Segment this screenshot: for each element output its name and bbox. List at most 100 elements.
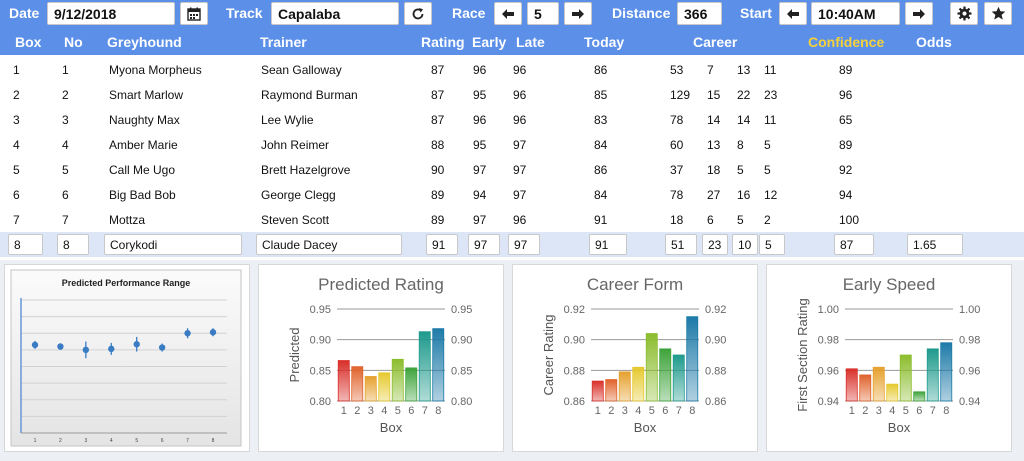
early-cell: 97 (473, 213, 487, 227)
col-early[interactable]: Early (472, 34, 507, 50)
rating-cell: 87 (431, 113, 445, 127)
career-thirds-cell: 11 (764, 63, 777, 77)
today-cell: 85 (594, 88, 608, 102)
x-tick-label: 5 (903, 405, 909, 417)
table-row[interactable]: 8 8 Corykodi Claude Dacey 91 97 97 91 51 23 10 5 87 1… (0, 232, 1024, 257)
settings-button[interactable] (950, 2, 978, 25)
x-tick-label: 3 (84, 438, 87, 444)
x-tick-label: 7 (186, 438, 189, 444)
today-cell: 91 (594, 213, 608, 227)
bar (405, 367, 418, 402)
today-cell[interactable]: 91 (589, 234, 627, 255)
no-cell: 5 (62, 163, 69, 177)
early-cell: 94 (473, 188, 487, 202)
x-tick-label: 6 (916, 405, 922, 417)
bar (899, 354, 912, 402)
col-greyhound[interactable]: Greyhound (107, 34, 182, 50)
data-point (57, 343, 64, 350)
col-box[interactable]: Box (15, 34, 42, 50)
trainer-cell[interactable]: Claude Dacey (256, 234, 402, 255)
bar (364, 376, 377, 402)
table-row[interactable]: 7 7 Mottza Steven Scott 89 97 96 91 18 6 5 2 100 (0, 207, 1024, 232)
start-next-button[interactable] (905, 2, 933, 25)
favorite-button[interactable] (984, 2, 1012, 25)
col-late[interactable]: Late (516, 34, 545, 50)
career-wins-cell: 18 (707, 163, 721, 177)
x-tick-label: 8 (689, 405, 695, 417)
bar (686, 316, 699, 402)
career-seconds-cell[interactable]: 10 (732, 234, 758, 255)
y-tick-label-left: 1.00 (818, 304, 839, 316)
table-row[interactable]: 3 3 Naughty Max Lee Wylie 87 96 96 83 78 14 14 11 65 (0, 107, 1024, 132)
x-tick-label: 6 (408, 405, 414, 417)
bar (337, 360, 350, 402)
data-point (31, 341, 39, 349)
bar (872, 366, 885, 402)
race-field[interactable]: 5 (527, 2, 559, 25)
confidence-cell: 94 (839, 188, 853, 202)
date-field[interactable]: 9/12/2018 (47, 2, 175, 25)
confidence-cell[interactable]: 87 (834, 234, 874, 255)
x-tick-label: 5 (649, 405, 655, 417)
career-thirds-cell: 12 (764, 188, 778, 202)
early-cell[interactable]: 97 (468, 234, 500, 255)
col-odds[interactable]: Odds (916, 34, 952, 50)
table-row[interactable]: 2 2 Smart Marlow Raymond Burman 87 95 96 85 129 1… (0, 82, 1024, 107)
no-cell[interactable]: 8 (57, 234, 89, 255)
y-tick-label-right: 0.85 (451, 365, 472, 377)
col-career[interactable]: Career (693, 34, 738, 50)
refresh-button[interactable] (404, 2, 432, 25)
early-speed-panel: Early Speed 0.94 0.94 0.96 0.96 0.98 0.98 1.00 1… (766, 264, 1012, 452)
table-row[interactable]: 4 4 Amber Marie John Reimer 88 95 97 84 60 13 8 5 89 (0, 132, 1024, 157)
start-time-field[interactable]: 10:40AM (811, 2, 900, 25)
rating-cell[interactable]: 91 (426, 234, 458, 255)
x-tick-label: 3 (368, 405, 374, 417)
race-label: Race (452, 5, 486, 21)
bar (632, 366, 645, 402)
distance-label: Distance (612, 5, 671, 21)
bar (672, 354, 685, 402)
career-wins-cell: 6 (707, 213, 714, 227)
performance-range-chart: Predicted Performance Range 1 2 3 4 5 6 7 8 (10, 269, 242, 447)
y-tick-label-right: 0.90 (705, 335, 726, 347)
career-starts-cell[interactable]: 51 (665, 234, 697, 255)
x-tick-label: 3 (622, 405, 628, 417)
y-axis-label: Career Rating (541, 315, 556, 396)
predicted-rating-chart: Predicted Rating 0.80 0.80 0.85 0.85 0.90 0.90… (287, 275, 472, 435)
career-starts-cell: 18 (670, 213, 684, 227)
table-row[interactable]: 5 5 Call Me Ugo Brett Hazelgrove 90 97 97 86 37 1… (0, 157, 1024, 182)
track-field[interactable]: Capalaba (271, 2, 399, 25)
col-trainer[interactable]: Trainer (260, 34, 307, 50)
odds-cell[interactable]: 1.65 (907, 234, 963, 255)
career-thirds-cell[interactable]: 5 (759, 234, 785, 255)
box-cell[interactable]: 8 (8, 234, 43, 255)
arrow-right-icon (572, 8, 584, 19)
greyhound-cell[interactable]: Corykodi (104, 234, 242, 255)
career-wins-cell[interactable]: 23 (702, 234, 728, 255)
col-no[interactable]: No (64, 34, 83, 50)
late-cell[interactable]: 97 (508, 234, 540, 255)
start-prev-button[interactable] (779, 2, 807, 25)
career-wins-cell: 27 (707, 188, 721, 202)
arrow-right-icon (913, 8, 925, 19)
race-prev-button[interactable] (494, 2, 522, 25)
x-axis-label: Box (380, 420, 403, 435)
x-tick-label: 7 (676, 405, 682, 417)
trainer-cell: George Clegg (261, 188, 336, 202)
y-tick-label-right: 0.98 (959, 335, 980, 347)
table-row[interactable]: 6 6 Big Bad Bob George Clegg 89 94 97 84 78 27 16 1… (0, 182, 1024, 207)
calendar-button[interactable] (180, 2, 208, 25)
x-tick-label: 2 (354, 405, 360, 417)
late-cell: 97 (513, 188, 527, 202)
col-confidence[interactable]: Confidence (808, 34, 885, 50)
box-cell: 7 (13, 213, 20, 227)
race-next-button[interactable] (564, 2, 592, 25)
table-row[interactable]: 1 1 Myona Morpheus Sean Galloway 87 96 96 86 53 7… (0, 57, 1024, 82)
y-tick-label-left: 0.86 (564, 396, 585, 408)
career-seconds-cell: 14 (737, 113, 751, 127)
col-today[interactable]: Today (584, 34, 625, 50)
distance-field[interactable]: 366 (677, 2, 722, 25)
early-cell: 97 (473, 163, 487, 177)
col-rating[interactable]: Rating (421, 34, 465, 50)
early-cell: 95 (473, 88, 487, 102)
